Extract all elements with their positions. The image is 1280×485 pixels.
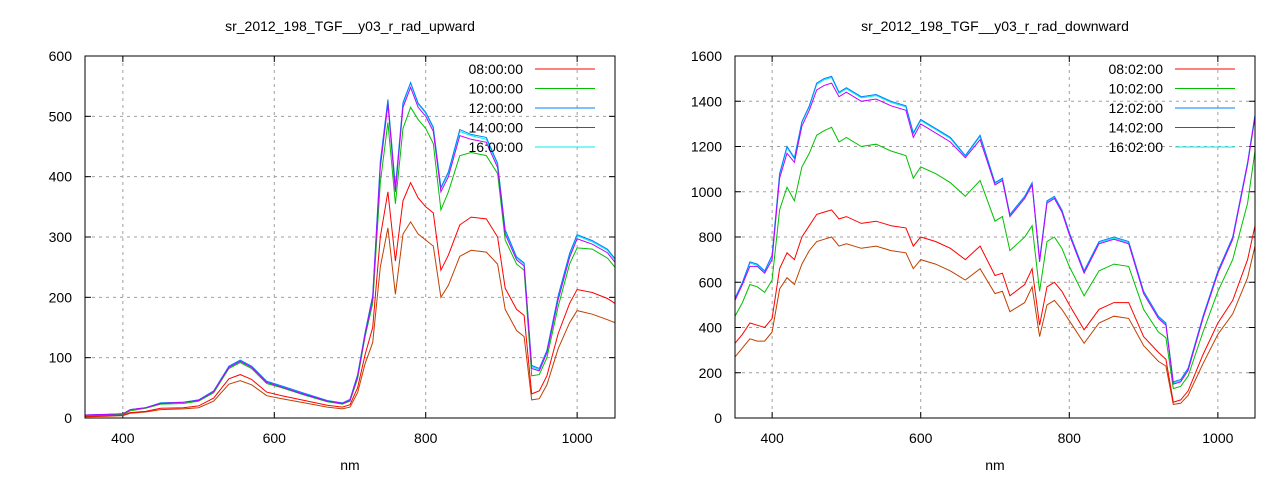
series-line-12-00-00 (85, 81, 615, 416)
legend-entry: 08:02:00 (1109, 61, 1235, 77)
legend-label: 14:02:00 (1109, 120, 1164, 136)
legend-entry: 10:02:00 (1109, 81, 1235, 97)
legend-label: 16:00:00 (469, 139, 524, 155)
y-tick-label: 0 (714, 410, 722, 426)
y-tick-label: 1400 (691, 93, 722, 109)
y-tick-label: 100 (49, 350, 73, 366)
legend-entry: 12:00:00 (469, 100, 595, 116)
y-tick-label: 400 (699, 320, 723, 336)
x-tick-label: 400 (111, 430, 135, 446)
y-tick-label: 200 (49, 289, 73, 305)
legend-label: 16:02:00 (1109, 139, 1164, 155)
series-line-14-00-00 (85, 85, 615, 416)
legend-entry: 14:00:00 (469, 120, 595, 136)
y-tick-label: 200 (699, 365, 723, 381)
x-axis-label: nm (985, 457, 1004, 473)
legend-label: 10:00:00 (469, 81, 524, 97)
legend-label: 12:02:00 (1109, 100, 1164, 116)
series-line-16-00-00 (85, 81, 615, 416)
legend-label: 14:00:00 (469, 120, 524, 136)
y-tick-label: 1200 (691, 139, 722, 155)
chart-title: sr_2012_198_TGF__y03_r_rad_downward (861, 18, 1129, 34)
legend-entry: 08:00:00 (469, 61, 595, 77)
plot-border (84, 55, 616, 419)
legend-label: 08:00:00 (469, 61, 524, 77)
legend-label: 10:02:00 (1109, 81, 1164, 97)
series-line-08-00-00 (85, 181, 615, 417)
plot-downward: 0 200 400 600 800 1000 1200 1400 1600 400 600 800 10… (691, 18, 1256, 473)
series-line-16-02-00 (735, 76, 1255, 384)
legend-entry: 16:00:00 (469, 139, 595, 155)
series-line-12-02-00 (735, 75, 1255, 383)
series-line-14-02-00 (735, 82, 1255, 385)
plot-upward: 0 100 200 300 400 500 600 400 600 800 1000 08:00:00… (49, 18, 616, 473)
y-tick-label: 600 (699, 274, 723, 290)
chart-title: sr_2012_198_TGF__y03_r_rad_upward (225, 18, 475, 34)
x-tick-label: 600 (263, 430, 287, 446)
legend-entry: 14:02:00 (1109, 120, 1235, 136)
x-axis-label: nm (340, 457, 359, 473)
legend-entry: 10:00:00 (469, 81, 595, 97)
x-tick-label: 800 (414, 430, 438, 446)
y-tick-label: 1000 (691, 184, 722, 200)
y-tick-label: 0 (64, 410, 72, 426)
y-tick-label: 600 (49, 48, 73, 64)
legend-entry: 12:02:00 (1109, 100, 1235, 116)
plot-border (734, 55, 1256, 419)
series-line-10-00-00 (85, 106, 615, 417)
series-line-10-02-00 (735, 126, 1255, 390)
y-tick-label: 1600 (691, 48, 722, 64)
series-line-unlabeled (735, 236, 1255, 405)
legend-label: 12:00:00 (469, 100, 524, 116)
series-line-unlabeled (85, 220, 615, 418)
y-tick-label: 800 (699, 229, 723, 245)
x-tick-label: 400 (760, 430, 784, 446)
x-tick-label: 800 (1058, 430, 1082, 446)
x-tick-label: 1000 (1202, 430, 1233, 446)
series-line-08-02-00 (735, 209, 1255, 403)
legend-entry: 16:02:00 (1109, 139, 1235, 155)
legend-label: 08:02:00 (1109, 61, 1164, 77)
y-tick-label: 400 (49, 169, 73, 185)
y-tick-label: 300 (49, 229, 73, 245)
x-tick-label: 600 (909, 430, 933, 446)
y-tick-label: 500 (49, 108, 73, 124)
x-tick-label: 1000 (562, 430, 593, 446)
